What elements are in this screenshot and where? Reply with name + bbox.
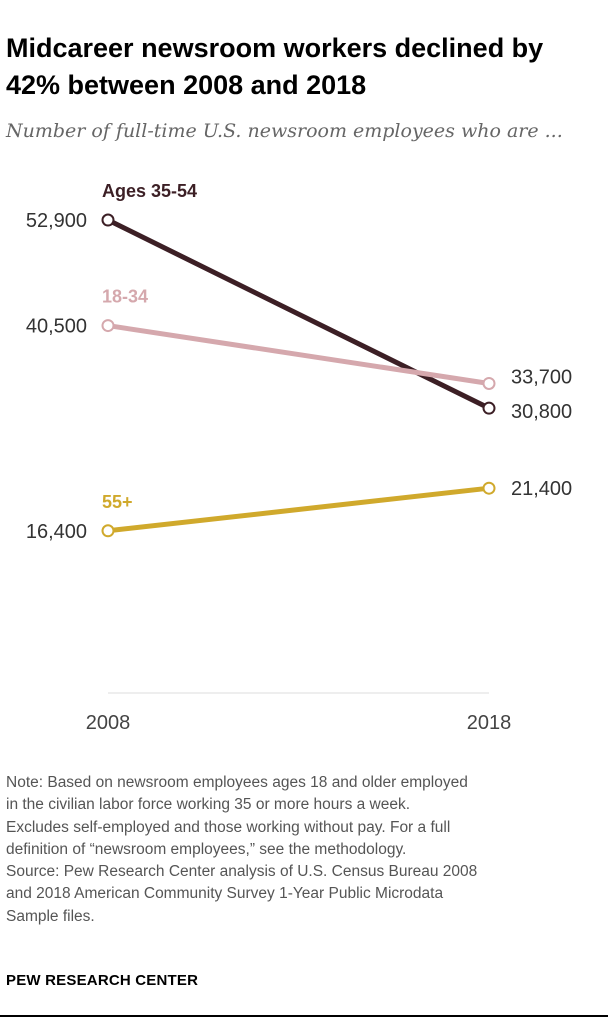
line-chart: 2008 2018 Ages 35-54 52,900 30,800 18-34…: [26, 181, 572, 734]
note-line: Excludes self-employed and those working…: [6, 818, 451, 836]
bottom-divider: [0, 1015, 608, 1017]
value-label-18-34-2018: 33,700: [511, 366, 572, 388]
value-label-ages-35-54-2008: 52,900: [26, 210, 87, 232]
data-point-ages-35-54-2018: [482, 401, 496, 415]
value-label-55-plus-2008: 16,400: [26, 521, 87, 543]
series-label-18-34: 18-34: [102, 287, 148, 307]
series-line-55-plus: [105, 485, 492, 534]
data-point-ages-35-54-2008: [101, 213, 115, 227]
series-label-55-plus: 55+: [102, 492, 133, 512]
series-ages-35-54: Ages 35-54 52,900 30,800: [26, 181, 572, 423]
source-line: Source: Pew Research Center analysis of …: [6, 863, 478, 881]
series-55-plus: 55+ 16,400 21,400: [26, 478, 572, 543]
source-line: Sample files.: [6, 907, 95, 925]
value-label-18-34-2008: 40,500: [26, 316, 87, 338]
chart-subtitle: Number of full-time U.S. newsroom employ…: [6, 120, 563, 142]
note-line: definition of “newsroom employees,” see …: [6, 840, 407, 858]
x-tick-label-2008: 2008: [86, 712, 131, 734]
note-line: in the civilian labor force working 35 o…: [6, 796, 411, 814]
series-18-34: 18-34 40,500 33,700: [26, 287, 572, 390]
data-point-18-34-2008: [101, 319, 115, 333]
chart-note: Note: Based on newsroom employees ages 1…: [6, 772, 602, 928]
series-label-ages-35-54: Ages 35-54: [102, 181, 197, 201]
data-point-18-34-2018: [482, 376, 496, 390]
note-line: Note: Based on newsroom employees ages 1…: [6, 774, 468, 791]
series-line-ages-35-54: [105, 217, 492, 411]
value-label-ages-35-54-2018: 30,800: [511, 401, 572, 423]
series-line-18-34: [105, 323, 492, 386]
source-line: and 2018 American Community Survey 1-Yea…: [6, 885, 444, 903]
data-point-55-plus-2018: [482, 481, 496, 495]
x-tick-label-2018: 2018: [467, 712, 512, 734]
chart-title: Midcareer newsroom workers declined by 4…: [6, 33, 544, 100]
value-label-55-plus-2018: 21,400: [511, 478, 572, 500]
pew-research-center-logo-text: PEW RESEARCH CENTER: [6, 972, 199, 989]
data-point-55-plus-2008: [101, 524, 115, 538]
